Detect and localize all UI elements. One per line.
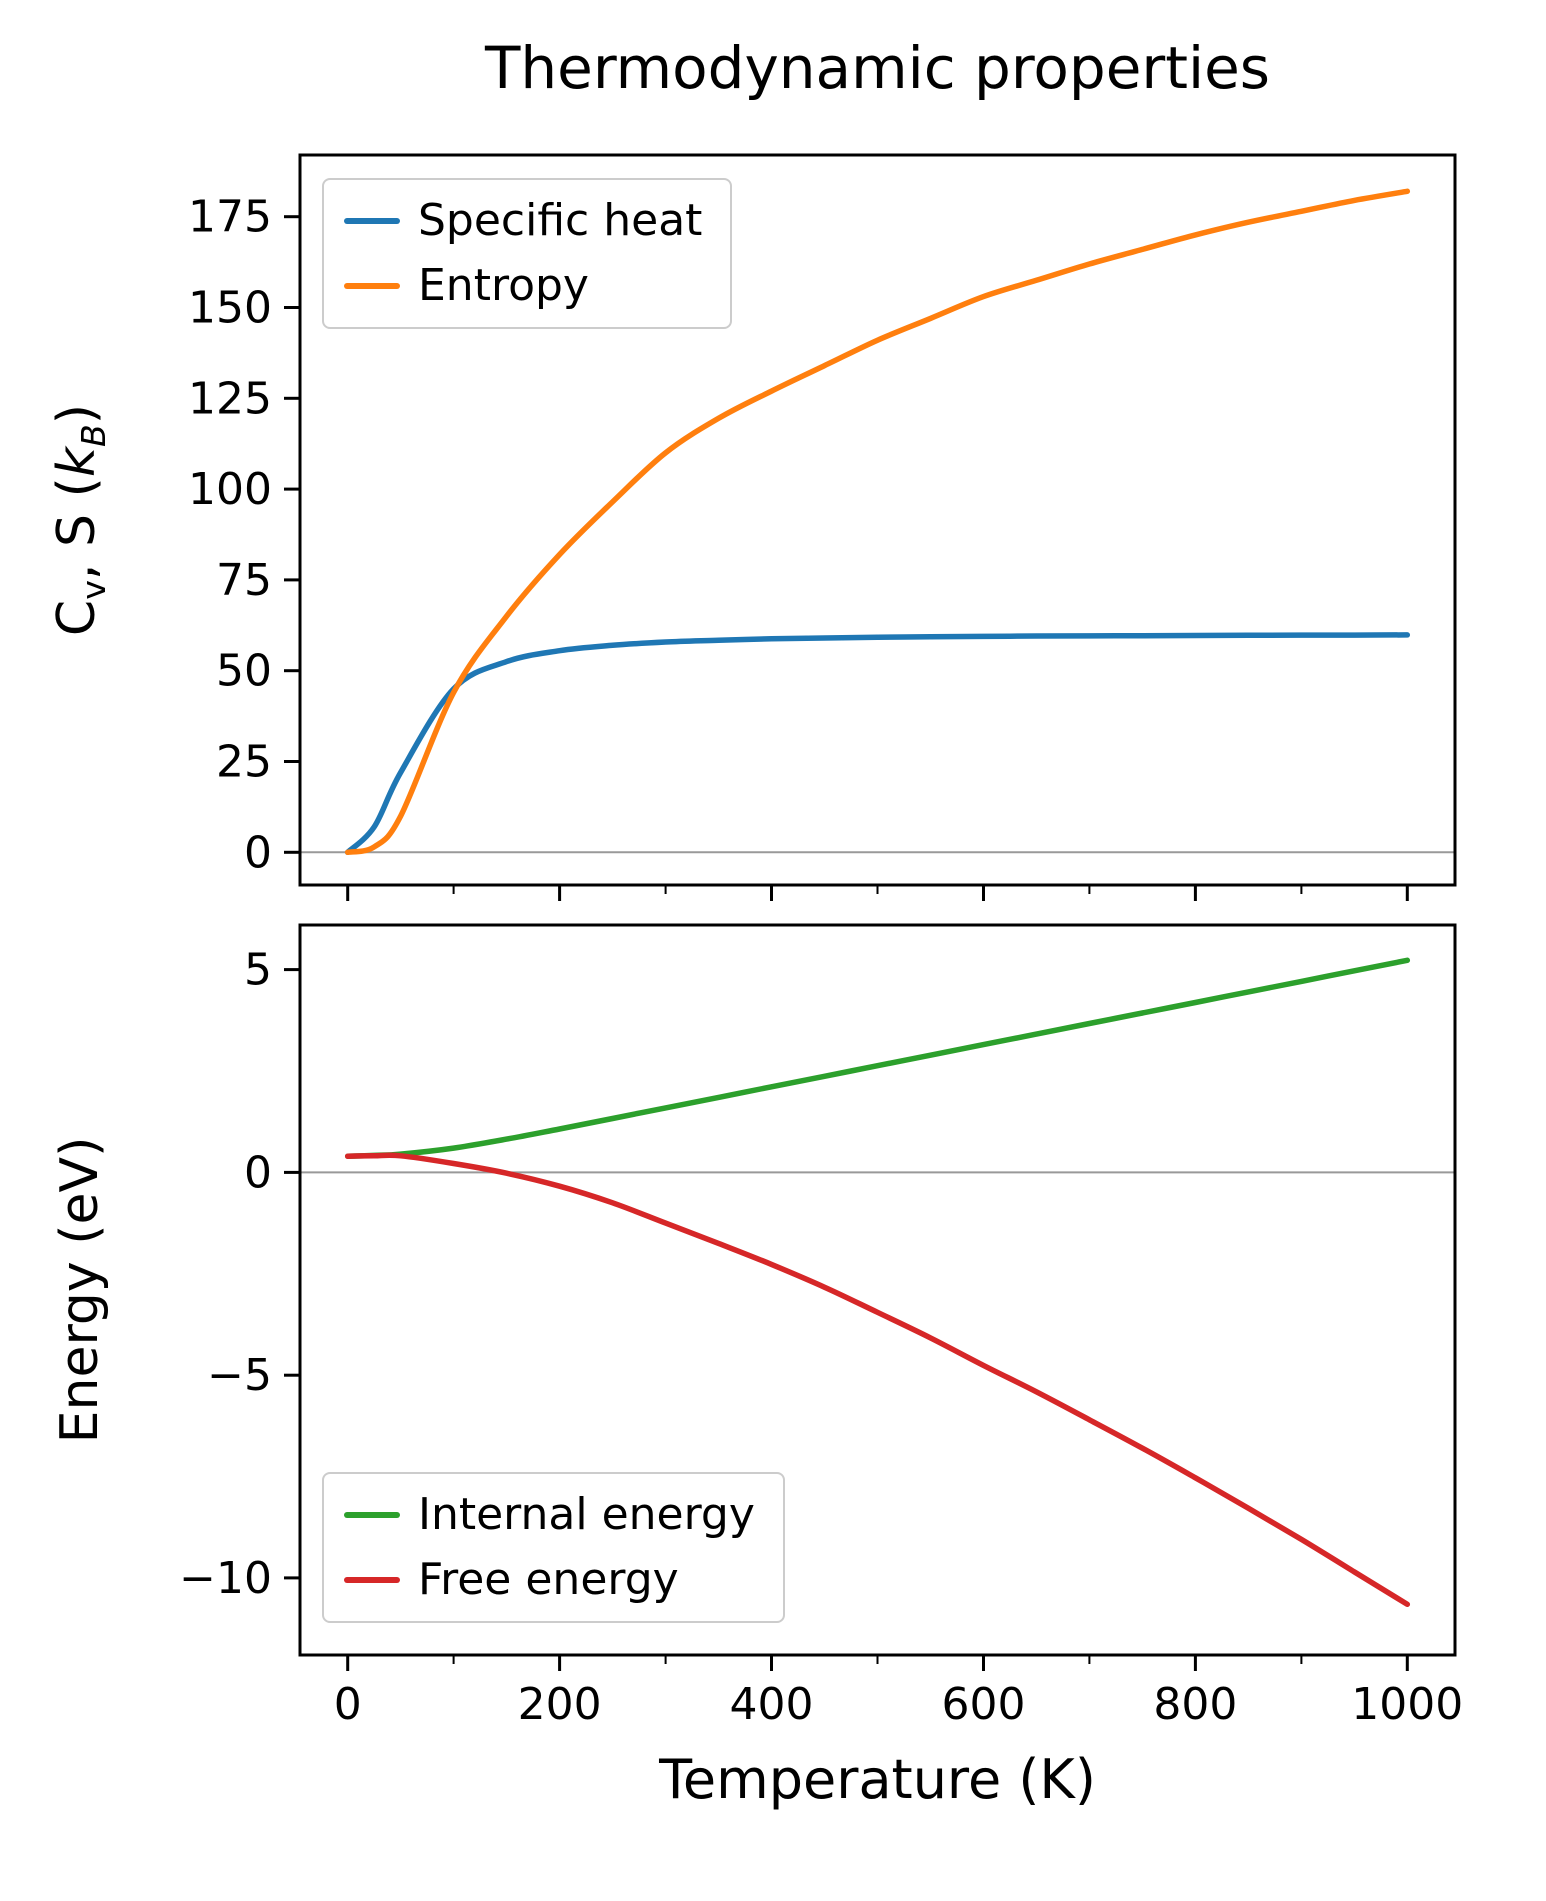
legend-label: Entropy [418,259,589,311]
series-line-entropy [344,188,1411,856]
x-tick-label: 400 [730,1679,814,1730]
x-axis-label: Temperature (K) [659,1748,1096,1811]
y-tick-label: 150 [188,283,272,334]
top-legend: Specific heat Entropy [322,178,733,330]
legend-item-entropy: Entropy [344,259,702,312]
internal-energy-line-swatch [344,1512,400,1519]
legend-label: Specific heat [418,195,703,246]
y-tick-label: 100 [188,464,272,515]
y-tick-label: 5 [244,945,272,996]
y-tick-label: 175 [188,192,272,243]
series-line-internal-energy [344,957,1411,1159]
x-tick-label: 600 [942,1679,1026,1730]
legend-item-internal-energy: Internal energy [344,1489,755,1541]
free-energy-line-swatch [344,1576,400,1583]
top-chart: 0 25 50 75 100 125 150 175 [188,153,1457,901]
y-tick-label: −5 [207,1350,272,1401]
bottom-legend: Internal energy Free energy [322,1472,785,1624]
x-tick-label: 1000 [1351,1679,1463,1730]
legend-label: Free energy [418,1553,679,1605]
y-tick-label: 25 [216,737,272,788]
x-tick-label: 800 [1153,1679,1237,1730]
y-tick-label: 0 [244,827,272,878]
y-tick-label: 125 [188,373,272,424]
chart-title: Thermodynamic properties [484,34,1271,102]
specific-heat-line-swatch [344,218,400,225]
series-line-free-energy [344,1152,1411,1608]
entropy-line-swatch [344,282,400,289]
legend-item-free-energy: Free energy [344,1553,755,1606]
y-tick-label: 75 [216,555,272,606]
series-line-specific-heat [344,632,1411,856]
x-tick-label: 0 [334,1679,362,1730]
x-tick-label: 200 [518,1679,602,1730]
legend-item-specific-heat: Specific heat [344,195,703,247]
y-tick-label: 0 [244,1147,272,1198]
bottom-chart: 0 200 400 600 800 1000 5 0 −5 −10 [179,923,1463,1730]
y-tick-label: 50 [216,646,272,697]
y-tick-label: −10 [179,1553,272,1604]
legend-label: Internal energy [418,1489,755,1540]
